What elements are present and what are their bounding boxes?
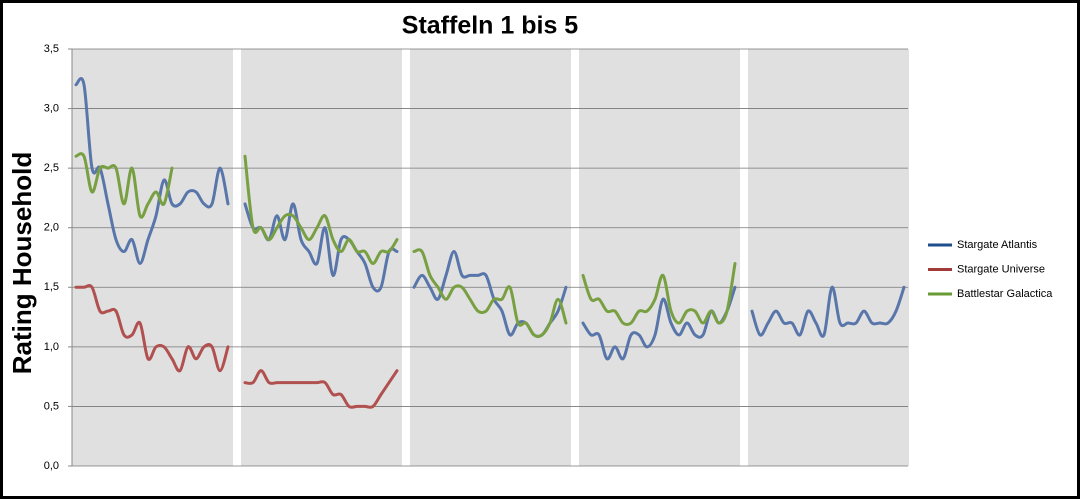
season-panel (241, 49, 402, 466)
y-tick-label: 1,5 (44, 281, 59, 293)
season-panel (579, 49, 740, 466)
series-line (74, 284, 230, 373)
legend-label: Stargate Universe (957, 263, 1045, 275)
season-panel (72, 49, 233, 466)
series-line (243, 369, 399, 409)
y-tick-label: 0,5 (44, 400, 59, 412)
series-line (581, 261, 737, 327)
legend-label: Battlestar Galactica (957, 288, 1053, 300)
y-tick-label: 3,5 (44, 43, 59, 55)
series-line (243, 154, 399, 265)
legend-label: Stargate Atlantis (957, 239, 1038, 251)
y-tick-label: 0,0 (44, 460, 59, 472)
series-line (74, 152, 174, 219)
y-tick-label: 3,0 (44, 102, 59, 114)
series-line (412, 248, 568, 338)
series-line (750, 285, 906, 338)
y-tick-label: 2,5 (44, 162, 59, 174)
chart-title: Staffeln 1 bis 5 (402, 12, 579, 40)
season-panel (748, 49, 909, 466)
y-tick-label: 1,0 (44, 341, 59, 353)
y-axis-label: Rating Household (7, 152, 37, 374)
season-panel (410, 49, 571, 466)
y-tick-label: 2,0 (44, 222, 59, 234)
